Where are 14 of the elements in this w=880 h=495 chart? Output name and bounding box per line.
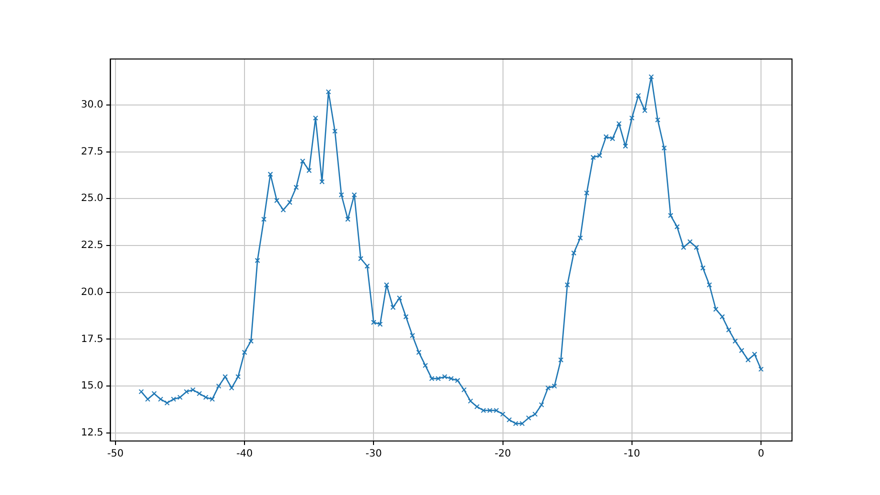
y-tick-label: 22.5 <box>81 240 104 252</box>
y-tick-label: 27.5 <box>81 146 104 158</box>
x-tick-label: -10 <box>624 448 640 460</box>
y-tick-label: 25.0 <box>81 193 104 204</box>
x-tick-label: -20 <box>494 448 511 460</box>
x-tick-label: 0 <box>758 448 764 460</box>
y-tick-label: 17.5 <box>81 334 104 345</box>
x-tick-label: -40 <box>236 448 253 460</box>
y-tick-label: 12.5 <box>81 428 104 439</box>
y-tick-label: 30.0 <box>81 100 104 111</box>
y-tick-label: 15.0 <box>81 380 104 392</box>
x-tick-label: -30 <box>365 448 382 460</box>
y-tick-label: 20.0 <box>81 286 104 298</box>
x-tick-label: -50 <box>107 448 124 460</box>
